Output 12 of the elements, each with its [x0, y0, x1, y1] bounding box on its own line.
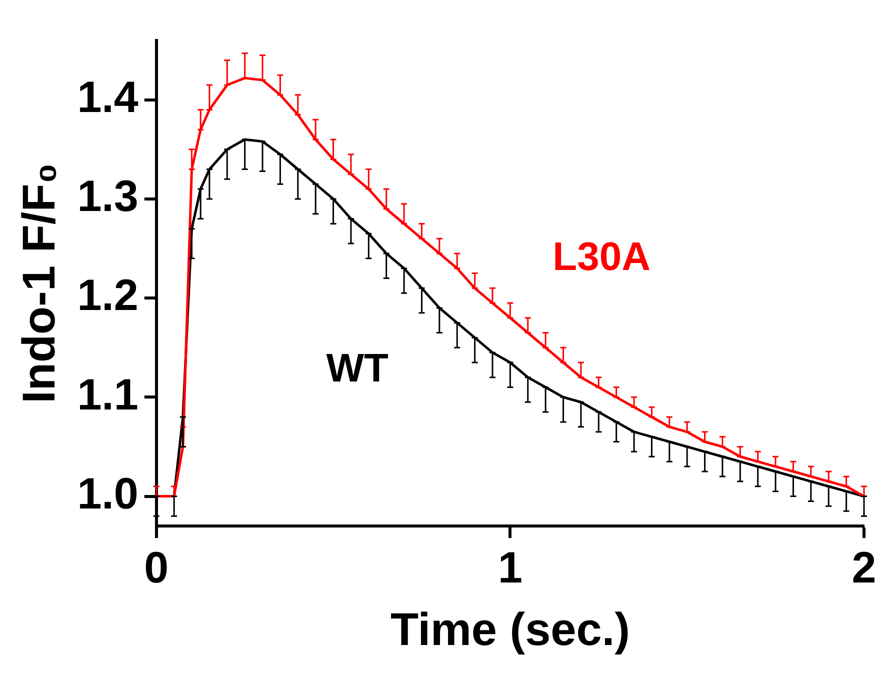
y-tick-label: 1.0	[77, 469, 138, 518]
series-label: WT	[326, 346, 388, 391]
y-tick-label: 1.2	[77, 271, 138, 320]
y-tick-label: 1.3	[77, 172, 138, 222]
x-tick-label: 0	[144, 544, 169, 593]
y-axis-title: Indo-1 F/F₀	[12, 162, 64, 404]
x-axis-title: Time (sec.)	[390, 603, 630, 656]
y-tick-label: 1.1	[77, 370, 138, 420]
y-tick-label: 1.4	[77, 73, 139, 122]
series-label: L30A	[552, 234, 650, 279]
x-tick-label: 2	[852, 544, 876, 593]
x-tick-label: 1	[498, 544, 522, 593]
